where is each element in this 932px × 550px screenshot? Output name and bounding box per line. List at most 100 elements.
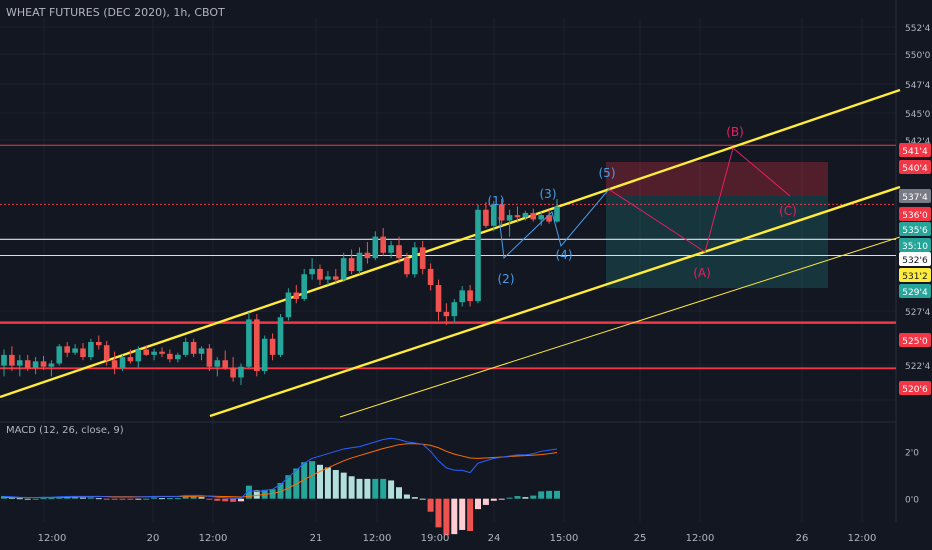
price-axis-label: 550'0 <box>905 51 931 61</box>
macd-histogram-bar <box>80 497 86 499</box>
candle-body <box>135 349 142 362</box>
candle-body <box>538 215 544 220</box>
candles <box>1 199 560 385</box>
candle-body <box>348 258 355 272</box>
price-tag <box>899 160 931 174</box>
price-tag <box>899 222 931 236</box>
wave-label-impulse: (4) <box>556 248 573 262</box>
price-tag-label: 525'0 <box>902 337 928 347</box>
wave-label-impulse: (2) <box>498 272 515 286</box>
macd-axis-label: 0'0 <box>905 496 919 506</box>
macd-histogram-bar <box>230 498 237 502</box>
price-tag-label: 520'6 <box>902 385 928 395</box>
macd-histogram-bar <box>324 467 331 499</box>
macd-histogram-bar <box>459 498 466 530</box>
impulse-wave-path <box>498 187 611 260</box>
candle-body <box>206 348 213 367</box>
time-axis-label: 12:00 <box>363 533 392 544</box>
candle-body <box>514 215 521 218</box>
macd-histogram-bar <box>348 476 355 499</box>
macd-histogram-bar <box>372 478 379 499</box>
candle-body <box>491 204 497 226</box>
candle-body <box>506 215 513 221</box>
macd-pane: 2'0 0'0 <box>1 437 919 536</box>
price-tag-label: 531'2 <box>902 272 927 282</box>
candle-body <box>427 268 434 285</box>
candle-body <box>230 367 236 378</box>
macd-histogram-bar <box>64 497 71 499</box>
candle-body <box>246 319 252 367</box>
corrective-wave-path <box>609 147 791 253</box>
macd-histogram-bar <box>214 498 221 501</box>
candle-body <box>309 268 315 275</box>
stop-zone <box>606 162 828 196</box>
candle-body <box>17 360 23 366</box>
macd-title: MACD (12, 26, close, 9) <box>6 425 124 436</box>
price-tag-label: 535'6 <box>902 226 928 236</box>
candle-body <box>32 361 39 368</box>
macd-histogram-bar <box>443 498 450 536</box>
candle-body <box>72 348 78 353</box>
price-tag-label: 540'4 <box>902 164 928 174</box>
candle-body <box>459 290 465 303</box>
macd-histogram-bar <box>166 498 173 500</box>
candle-body <box>214 360 221 367</box>
candle-body <box>419 247 426 269</box>
candle-body <box>412 247 418 275</box>
candle-body <box>396 245 402 259</box>
price-axis-label: 542'4 <box>905 137 931 147</box>
price-tag-label: 532'6 <box>902 256 928 266</box>
candle-body <box>364 252 371 259</box>
macd-histogram-bar <box>396 487 402 499</box>
macd-histogram-bar <box>87 497 94 499</box>
macd-histogram-bar <box>317 464 323 499</box>
macd-line <box>3 437 558 499</box>
macd-histogram-bar <box>332 470 339 499</box>
candle-body <box>530 212 537 220</box>
time-axis: 12:00 20 12:00 21 12:00 19:00 24 15:00 25 12:00 26… <box>38 533 877 544</box>
macd-histogram-bar <box>206 498 213 500</box>
price-tag-label: 537'4 <box>902 193 928 203</box>
position-zones <box>606 162 828 288</box>
candle-body <box>498 204 505 221</box>
macd-histogram-bar <box>388 480 395 499</box>
macd-histogram-bar <box>174 498 181 500</box>
macd-histogram-bar <box>24 498 31 500</box>
macd-histogram-bar <box>482 498 489 505</box>
candle-body <box>356 252 363 272</box>
horizontal-levels <box>0 144 896 370</box>
macd-histogram-bar <box>135 498 142 500</box>
macd-histogram-bar <box>356 478 363 499</box>
price-channel <box>0 88 901 418</box>
wave-label-impulse: (5) <box>599 166 616 180</box>
price-axis-label: 522'4 <box>905 362 931 372</box>
macd-histogram-bar <box>451 498 458 535</box>
macd-histogram-bar <box>490 498 497 501</box>
time-axis-label: 24 <box>488 533 501 544</box>
macd-histogram-bar <box>16 498 23 500</box>
macd-histogram-bar <box>403 494 410 499</box>
candle-body <box>238 366 244 378</box>
wave-label-corrective: (A) <box>693 266 711 280</box>
price-tag <box>899 207 931 221</box>
candle-body <box>127 357 134 362</box>
candle-body <box>222 360 228 368</box>
macd-histogram-bar <box>506 497 513 499</box>
macd-histogram-bar <box>95 498 102 500</box>
candle-body <box>190 341 197 354</box>
candle-body <box>475 209 481 302</box>
price-tag <box>899 238 931 252</box>
elliott-waves: (1) (2) (3) (4) (5) (A) (B) (C) <box>488 125 797 286</box>
macd-histogram-bar <box>411 497 418 499</box>
macd-histogram-bar <box>427 498 434 512</box>
macd-histogram-bar <box>301 462 308 499</box>
macd-histogram-bar <box>190 496 197 499</box>
wave-label-impulse: (1) <box>488 194 505 208</box>
grid <box>0 0 897 522</box>
candle-body <box>64 346 70 353</box>
macd-histogram-bar <box>151 497 158 499</box>
candle-body <box>451 302 458 317</box>
candle-body <box>333 276 339 280</box>
macd-axis-label: 2'0 <box>905 448 919 458</box>
